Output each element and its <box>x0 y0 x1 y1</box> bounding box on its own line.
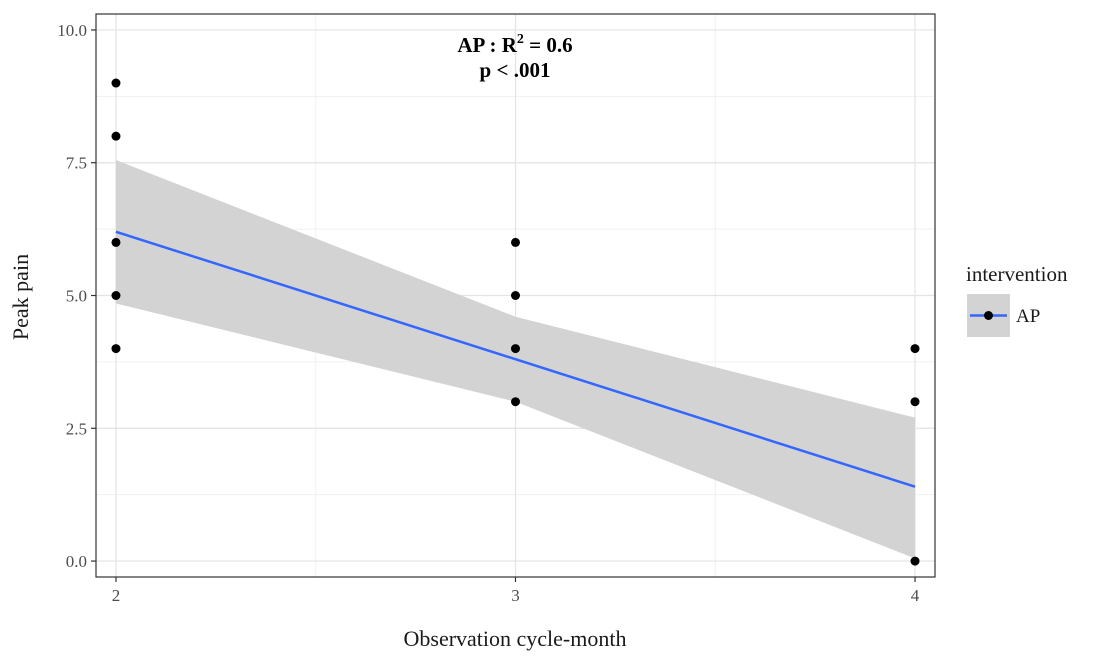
legend-label-ap: AP <box>1016 306 1040 327</box>
data-point <box>511 237 520 247</box>
y-tick-label: 7.5 <box>66 154 87 173</box>
data-point <box>511 344 520 354</box>
data-point <box>511 397 520 407</box>
legend-key-point <box>984 311 993 320</box>
fit-annotation-line1: AP : R2 = 0.6 <box>457 32 572 57</box>
y-tick-label: 0.0 <box>66 552 87 571</box>
y-tick-label: 5.0 <box>66 287 87 306</box>
points-layer <box>111 78 920 566</box>
x-tick-label: 4 <box>911 586 920 605</box>
y-tick-label: 10.0 <box>57 21 87 40</box>
data-point <box>111 237 121 247</box>
data-point <box>111 344 121 354</box>
fit-annotation-line2: p < .001 <box>480 58 551 82</box>
fit-line-layer <box>115 230 916 488</box>
x-tick-label: 3 <box>511 586 520 605</box>
data-point <box>111 291 121 300</box>
y-axis-title: Peak pain <box>8 254 33 340</box>
x-axis-title: Observation cycle-month <box>404 626 627 651</box>
data-point <box>910 397 920 407</box>
regression-line <box>115 230 916 488</box>
axis-layer: 0.0 2.5 5.0 7.5 10.0 2 3 4 <box>57 21 920 605</box>
legend: intervention AP <box>966 262 1068 337</box>
legend-title: intervention <box>966 262 1068 286</box>
x-tick-label: 2 <box>112 586 121 605</box>
data-point <box>910 556 920 566</box>
y-tick-label: 2.5 <box>66 419 87 438</box>
data-point <box>111 131 121 141</box>
data-point <box>511 291 520 300</box>
data-point <box>910 344 920 354</box>
data-point <box>111 78 121 88</box>
